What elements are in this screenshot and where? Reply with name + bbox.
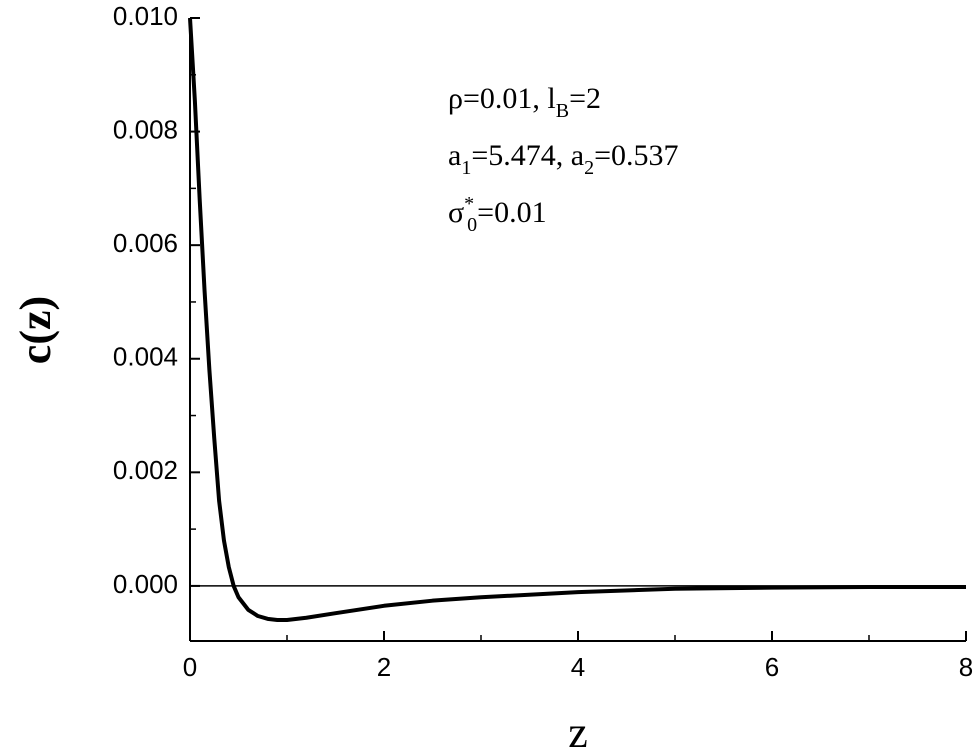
y-tick-label: 0.010 [113, 1, 178, 31]
annotation-part: =5.474, a [471, 139, 584, 172]
x-tick-label: 6 [765, 652, 779, 682]
x-axis-label: z [568, 708, 588, 753]
annotation: a1=5.474, a2=0.537 [448, 139, 678, 179]
y-tick-label: 0.002 [113, 455, 178, 485]
x-tick-label: 2 [377, 652, 391, 682]
y-tick-label: 0.004 [113, 342, 178, 372]
annotation-part: B [556, 100, 569, 122]
y-axis-label: c(z) [11, 296, 60, 364]
annotation-part: =0.537 [594, 139, 678, 172]
annotation-part: a [448, 139, 461, 172]
annotation: ρ=0.01, lB=2 [448, 82, 601, 122]
annotation-part: =2 [569, 82, 601, 115]
annotation-part: =0.01 [477, 196, 546, 229]
annotation-part: * [464, 193, 474, 215]
y-tick-label: 0.000 [113, 569, 178, 599]
y-tick-label: 0.008 [113, 114, 178, 144]
x-tick-label: 0 [183, 652, 197, 682]
annotation: σ* 0=0.01 [448, 193, 547, 236]
annotation-part: ρ=0.01, l [448, 82, 556, 115]
y-tick-label: 0.006 [113, 228, 178, 258]
x-tick-label: 4 [571, 652, 585, 682]
annotation-part: 2 [584, 157, 594, 179]
annotation-part: σ [448, 196, 464, 229]
annotation-part: 1 [461, 157, 471, 179]
x-tick-label: 8 [959, 652, 973, 682]
annotation-part: 0 [467, 214, 477, 236]
data-line [188, 17, 966, 622]
